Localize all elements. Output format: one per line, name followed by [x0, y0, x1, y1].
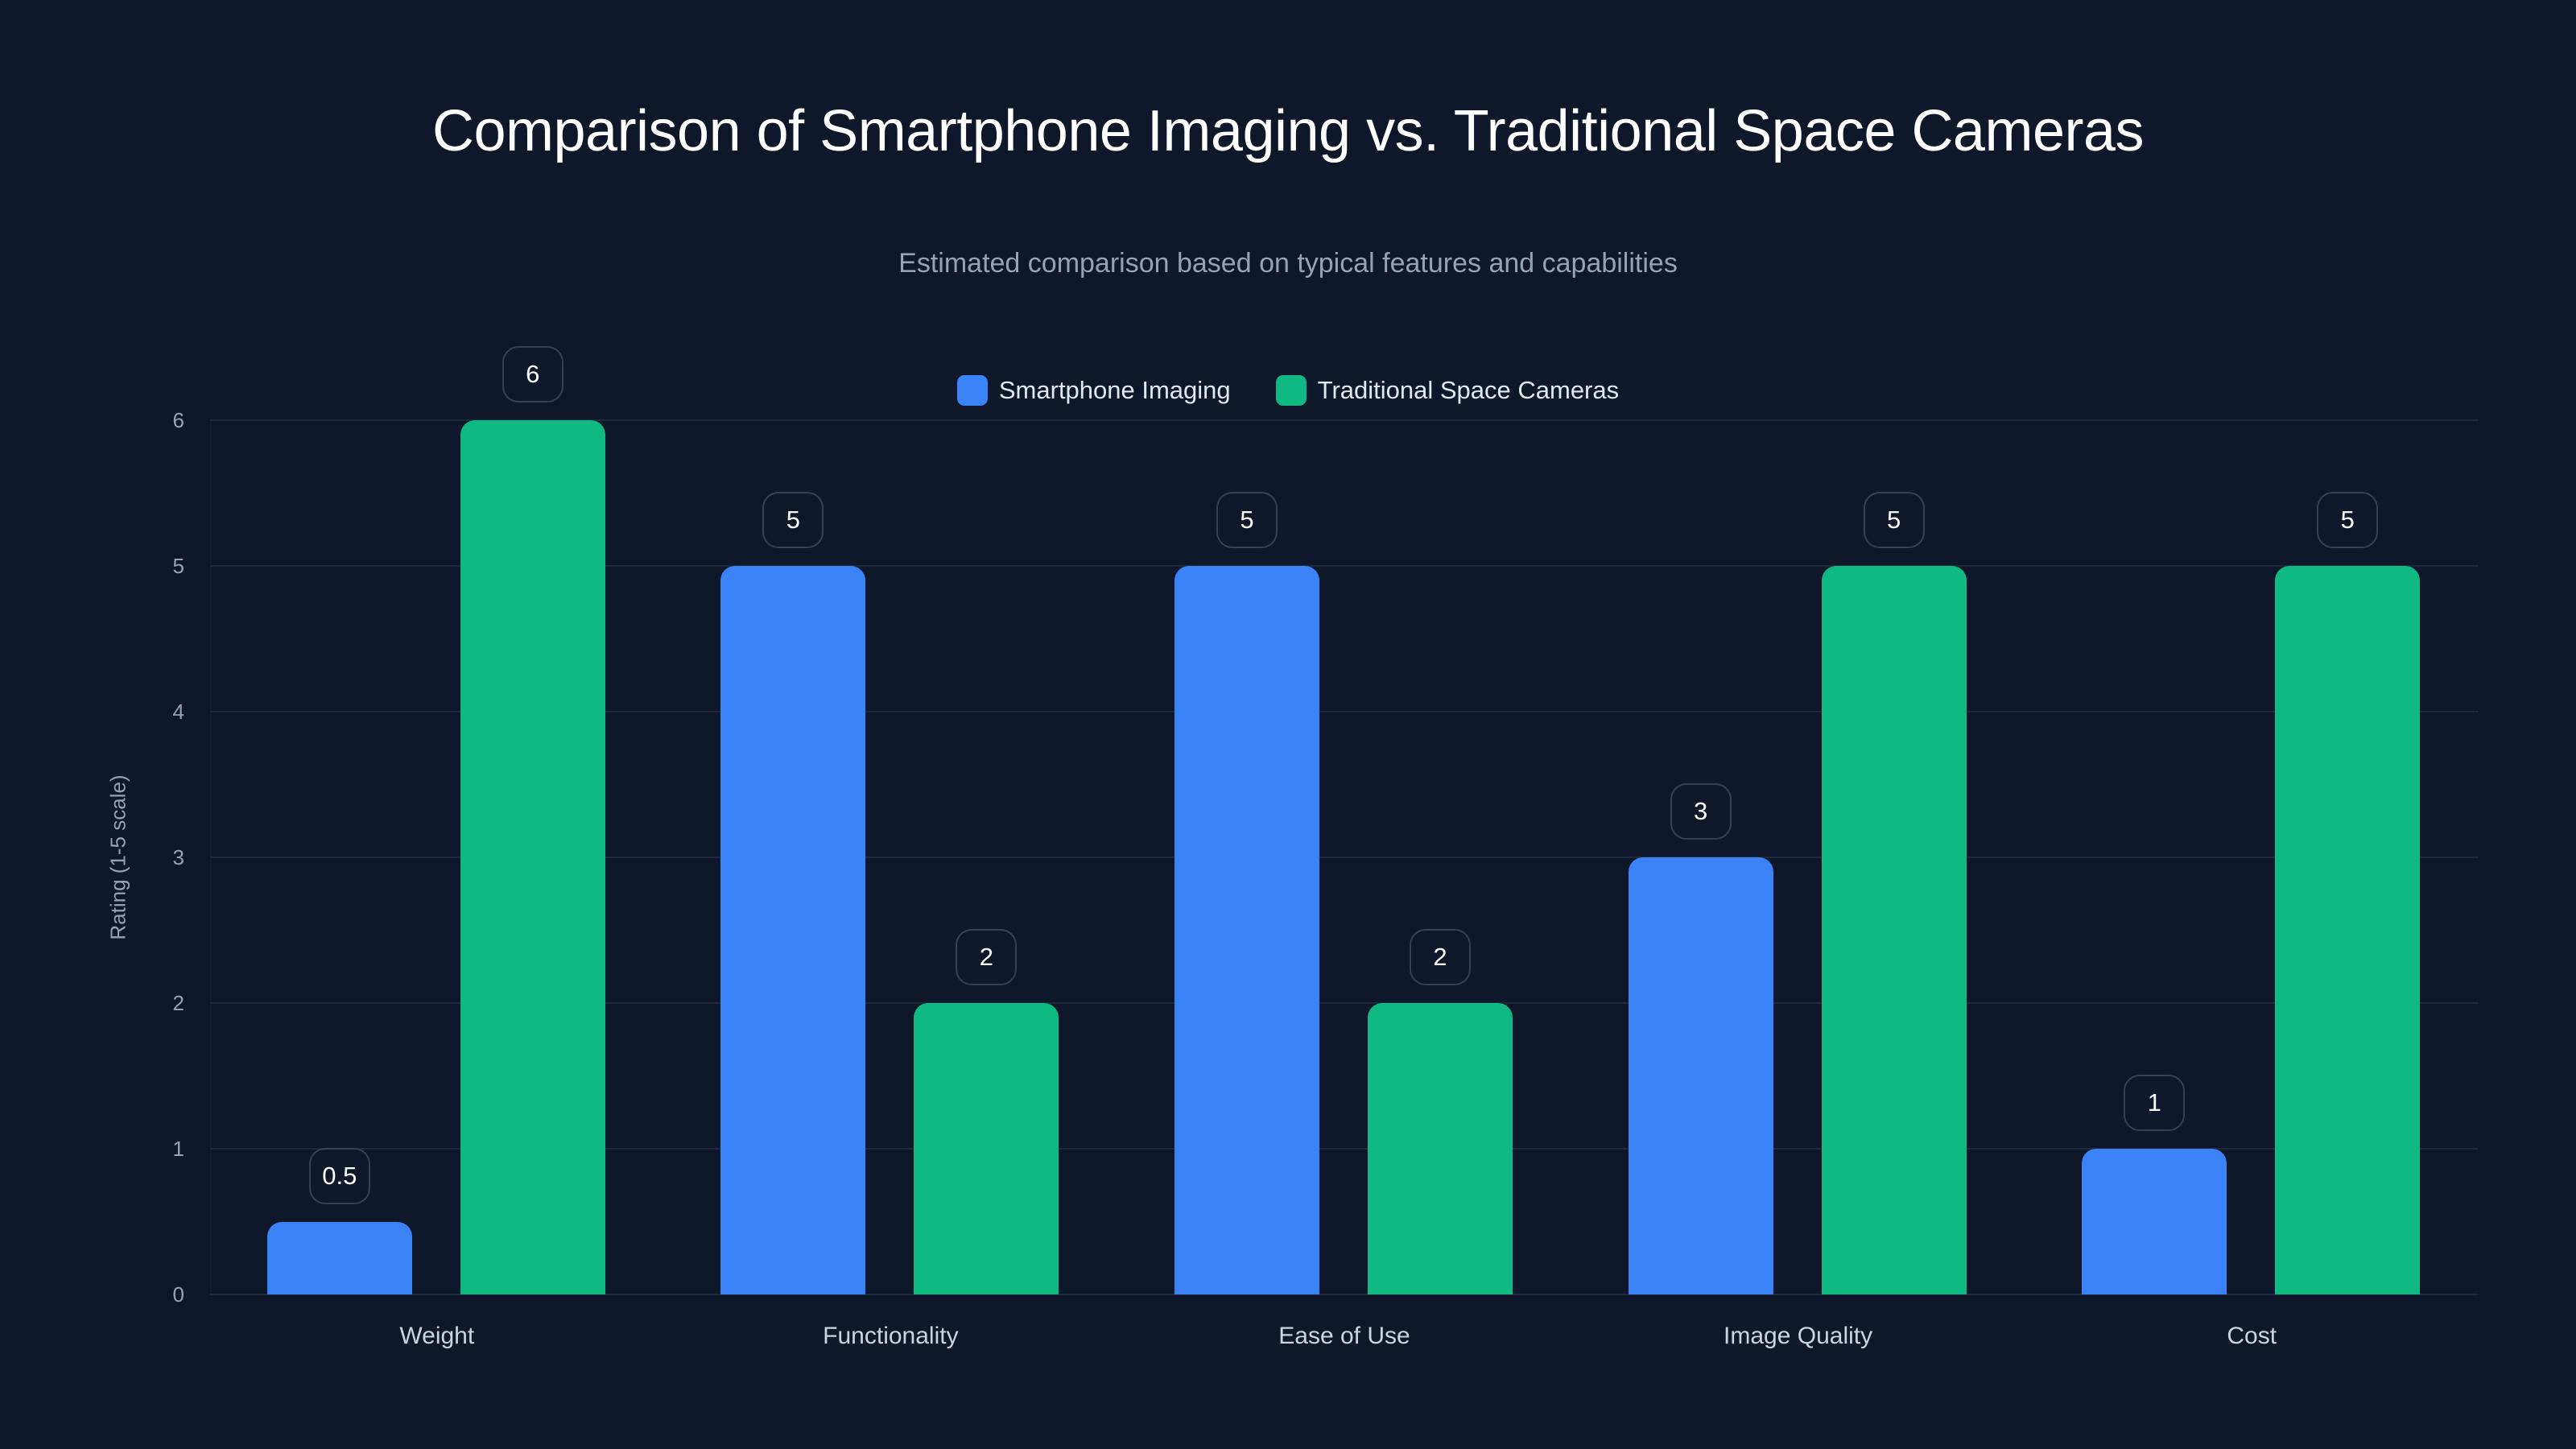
y-tick-label: 4: [172, 700, 184, 724]
y-tick-label: 3: [172, 845, 184, 869]
value-label: 5: [1863, 492, 1925, 548]
gridline: [210, 565, 2479, 567]
legend-item-smartphone[interactable]: Smartphone Imaging: [956, 374, 1231, 407]
gridline: [210, 857, 2479, 858]
x-tick-label: Weight: [399, 1323, 475, 1349]
legend-item-traditional[interactable]: Traditional Space Cameras: [1275, 374, 1620, 407]
bar-weight-traditional[interactable]: [460, 420, 605, 1294]
gridline: [210, 419, 2479, 421]
x-tick-label: Functionality: [823, 1323, 959, 1349]
value-label: 1: [2124, 1075, 2186, 1131]
value-label: 2: [1410, 929, 1471, 985]
gridline: [210, 1294, 2479, 1295]
y-tick-label: 2: [172, 991, 184, 1015]
y-axis-title: Rating (1-5 scale): [105, 774, 130, 940]
gridline: [210, 711, 2479, 712]
legend-label: Smartphone Imaging: [998, 376, 1231, 404]
bar-cost-smartphone[interactable]: [2082, 1149, 2227, 1294]
bar-functionality-traditional[interactable]: [914, 1003, 1059, 1294]
bar-weight-smartphone[interactable]: [266, 1221, 412, 1294]
value-label: 0.5: [308, 1147, 370, 1204]
value-label: 5: [762, 492, 824, 548]
legend-swatch-icon: [1275, 375, 1307, 406]
value-label: 5: [1216, 492, 1278, 548]
chart-title: Comparison of Smartphone Imaging vs. Tra…: [431, 99, 2145, 163]
y-tick-label: 6: [172, 408, 184, 432]
legend-swatch-icon: [956, 375, 988, 406]
plot-area: 0.5 6 5 2 5 2 3 5 1 5: [210, 346, 2479, 1295]
x-tick-label: Cost: [2227, 1323, 2277, 1349]
bar-ease-of-use-traditional[interactable]: [1368, 1003, 1513, 1294]
bar-image-quality-smartphone[interactable]: [1628, 857, 1773, 1294]
legend: Smartphone Imaging Traditional Space Cam…: [0, 372, 2576, 409]
y-tick-label: 0: [172, 1282, 184, 1307]
gridline: [210, 1002, 2479, 1004]
value-label: 3: [1670, 783, 1732, 840]
value-label: 6: [502, 346, 564, 402]
value-label: 2: [956, 929, 1018, 985]
bar-image-quality-traditional[interactable]: [1821, 566, 1967, 1294]
bar-cost-traditional[interactable]: [2275, 566, 2421, 1294]
bar-ease-of-use-smartphone[interactable]: [1174, 566, 1319, 1294]
y-tick-label: 1: [172, 1137, 184, 1161]
value-label: 5: [2317, 492, 2379, 548]
bar-functionality-smartphone[interactable]: [720, 566, 866, 1294]
y-tick-label: 5: [172, 554, 184, 578]
legend-label: Traditional Space Cameras: [1317, 376, 1620, 404]
x-tick-label: Ease of Use: [1278, 1323, 1410, 1349]
chart-subtitle: Estimated comparison based on typical fe…: [898, 248, 1678, 279]
x-tick-label: Image Quality: [1724, 1323, 1873, 1349]
gridline: [210, 1148, 2479, 1150]
